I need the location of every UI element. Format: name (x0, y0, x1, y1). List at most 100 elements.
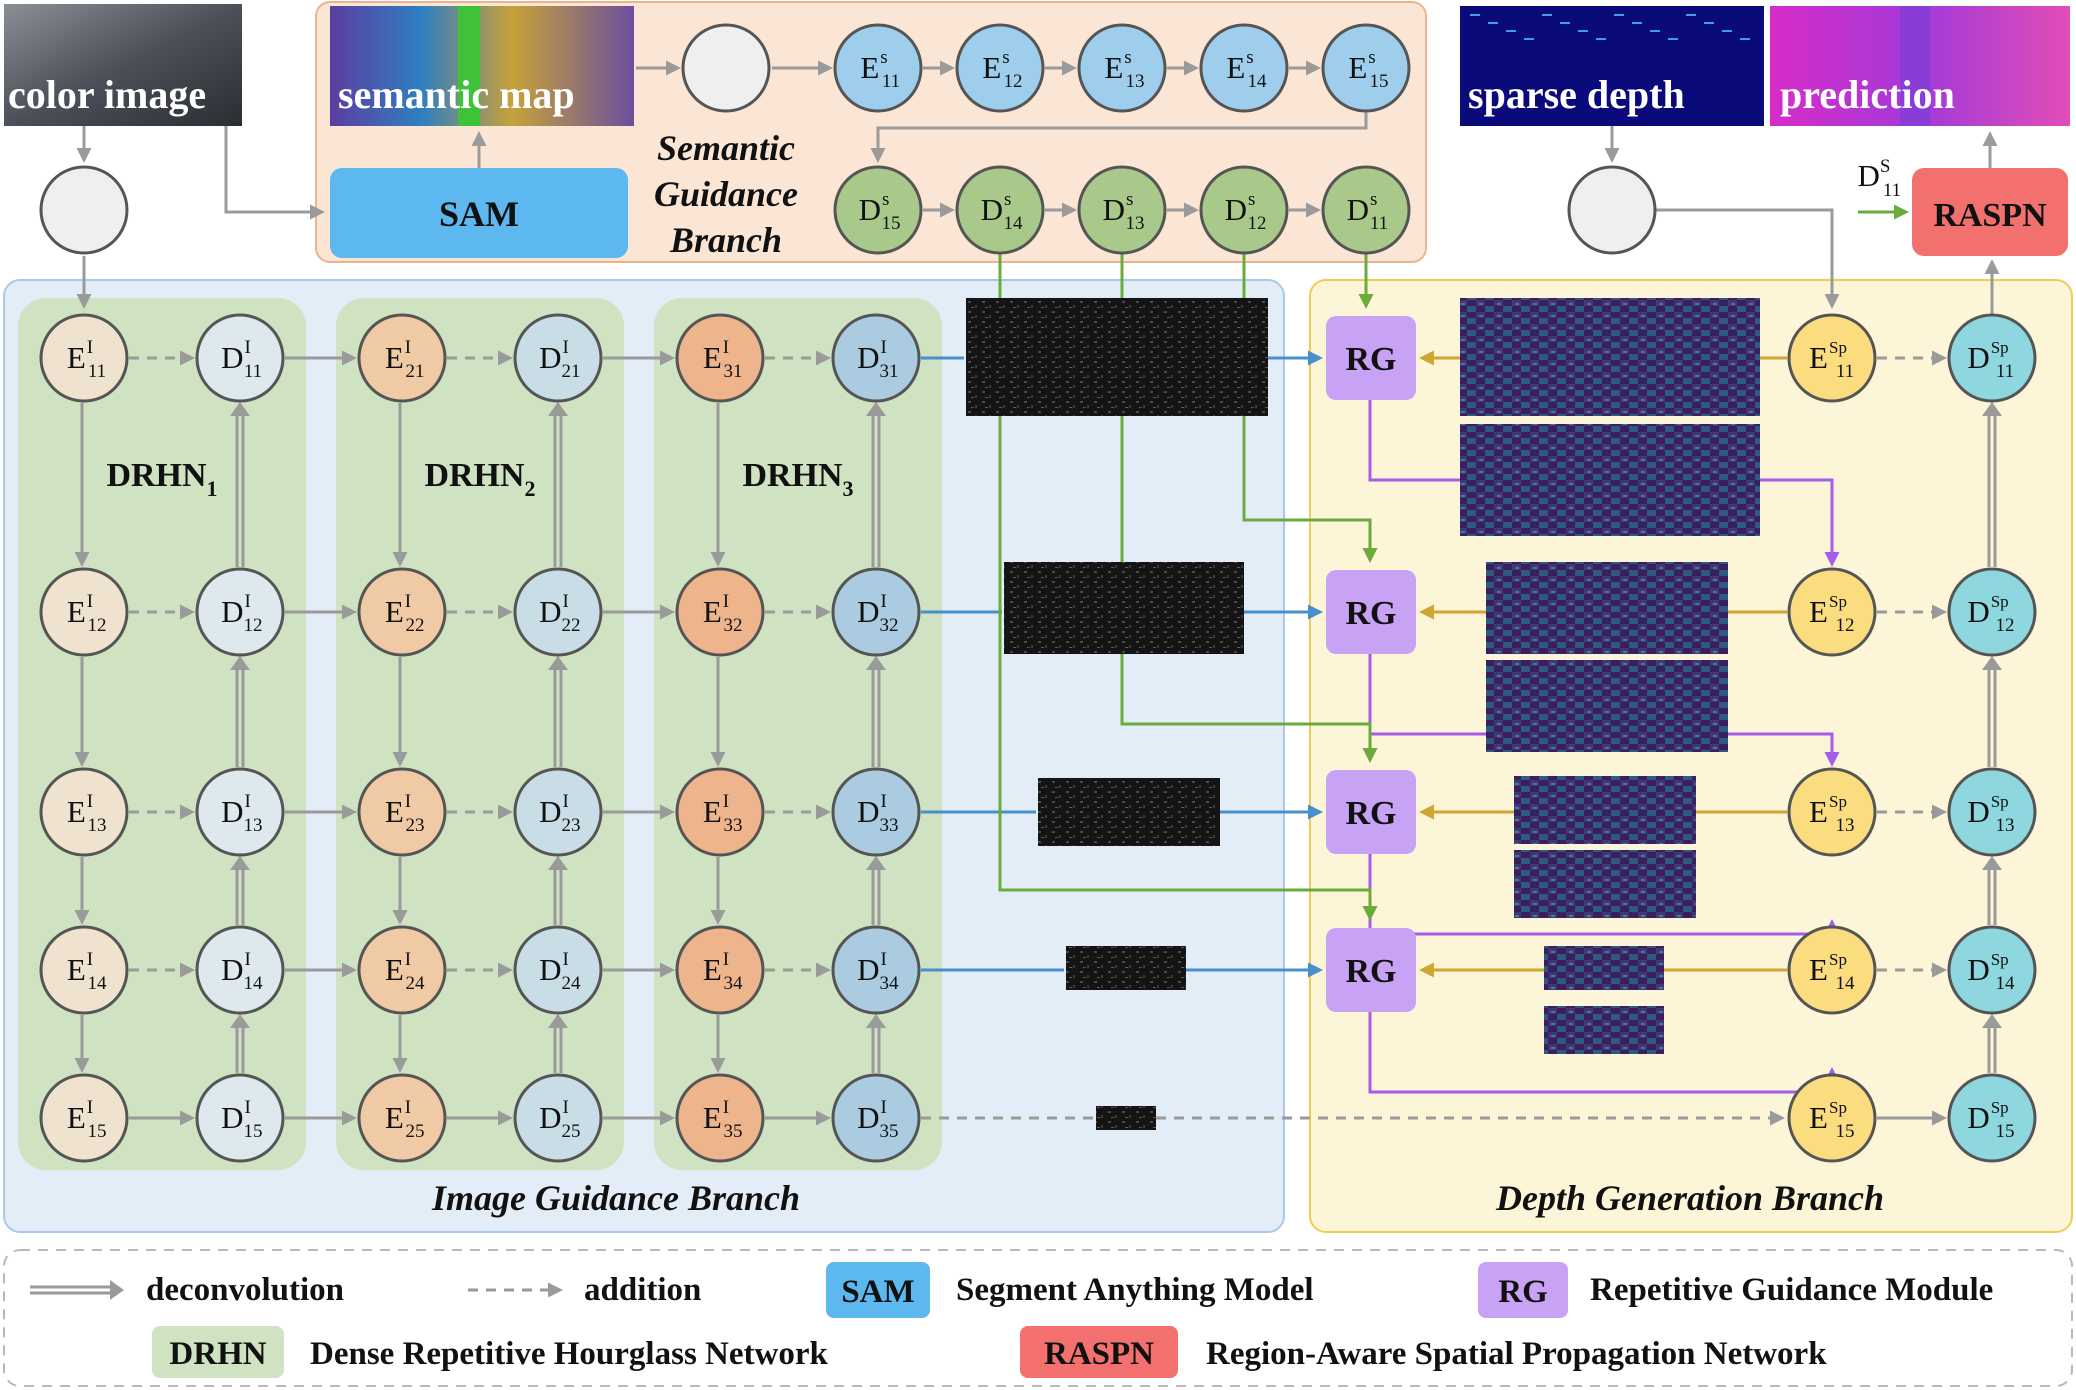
raspn-block[interactable] (1912, 168, 2068, 256)
node-base: E (1809, 340, 1828, 375)
image-decoder-node[interactable] (831, 567, 921, 657)
image-decoder-node[interactable] (513, 925, 603, 1015)
image-decoder-node[interactable] (513, 313, 603, 403)
node-sup: s (1246, 47, 1253, 68)
node-sup: Sp (1991, 950, 2009, 969)
semantic-decoder-node[interactable] (1077, 165, 1167, 255)
guided-feature-map (1460, 424, 1760, 536)
image-encoder-node[interactable] (357, 567, 447, 657)
image-encoder-node[interactable] (39, 767, 129, 857)
node-sup: Sp (1991, 1098, 2009, 1117)
node-sup: s (1002, 47, 1009, 68)
semantic-decoder-node[interactable] (955, 165, 1045, 255)
image-decoder-node[interactable] (513, 767, 603, 857)
image-decoder-node[interactable] (513, 1073, 603, 1163)
legend-deconvolution: deconvolution (146, 1272, 344, 1308)
depth-encoder-node[interactable] (1787, 1073, 1877, 1163)
semantic-decoder-node[interactable] (1199, 165, 1289, 255)
semantic-encoder-node[interactable] (955, 23, 1045, 113)
semantic-encoder-node-text: Es (1348, 47, 1375, 85)
depth-decoder-node[interactable] (1947, 1073, 2037, 1163)
legend-rg-label: RG (1498, 1274, 1548, 1310)
depth-decoder-node[interactable] (1947, 767, 2037, 857)
image-decoder-node-sub: 11 (244, 361, 262, 382)
image-decoder-node[interactable] (831, 925, 921, 1015)
depth-encoder-node[interactable] (1787, 567, 1877, 657)
node-sup: I (405, 591, 411, 612)
semantic-encoder-node[interactable] (1199, 23, 1289, 113)
semantic-encoder-node-sub: 14 (1248, 71, 1268, 92)
node-base: D (1858, 158, 1880, 193)
image-decoder-node[interactable] (195, 1073, 285, 1163)
image-decoder-node[interactable] (195, 925, 285, 1015)
image-encoder-node[interactable] (675, 925, 765, 1015)
semantic-map-image (330, 6, 634, 126)
node-base: D (539, 794, 561, 829)
image-encoder-node[interactable] (39, 925, 129, 1015)
image-encoder-node-sub: 23 (406, 815, 425, 836)
depth-encoder-node[interactable] (1787, 767, 1877, 857)
semantic-decoder-node-sub: 13 (1126, 213, 1145, 234)
image-encoder-node[interactable] (39, 567, 129, 657)
rg-block[interactable] (1326, 928, 1416, 1012)
image-encoder-node[interactable] (357, 767, 447, 857)
depth-decoder-node[interactable] (1947, 925, 2037, 1015)
image-encoder-node[interactable] (675, 567, 765, 657)
node-sup: I (87, 949, 93, 970)
depth-encoder-node[interactable] (1787, 313, 1877, 403)
image-dec-up-edge-head (230, 656, 250, 670)
node-to-depth-enc-edge (1656, 208, 1840, 309)
semantic-encoder-node[interactable] (833, 23, 923, 113)
semantic-input-node[interactable] (681, 23, 771, 113)
image-encoder-node-sub: 31 (724, 361, 743, 382)
image-decoder-node[interactable] (195, 767, 285, 857)
image-encoder-node[interactable] (39, 313, 129, 403)
image-encoder-node[interactable] (675, 767, 765, 857)
semantic-decoder-node[interactable] (1321, 165, 1411, 255)
image-encoder-node[interactable] (675, 313, 765, 403)
image-encoder-node[interactable] (39, 1073, 129, 1163)
node-base: E (703, 1100, 722, 1135)
rg-block[interactable] (1326, 770, 1416, 854)
semantic-decoder-node[interactable] (833, 165, 923, 255)
image-decoder-node[interactable] (831, 767, 921, 857)
image-encoder-node[interactable] (357, 925, 447, 1015)
semantic-decoder-node-text: Ds (981, 189, 1012, 227)
node-sup: I (723, 591, 729, 612)
depth-encoder-node-text: ESp (1809, 592, 1847, 629)
rg-block[interactable] (1326, 570, 1416, 654)
semantic-encoder-node[interactable] (1077, 23, 1167, 113)
image-decoder-node[interactable] (831, 1073, 921, 1163)
image-decoder-node[interactable] (195, 567, 285, 657)
node-base: D (859, 192, 881, 227)
image-encoder-node-sub: 35 (724, 1121, 743, 1142)
image-input-node[interactable] (39, 165, 129, 255)
rg-block[interactable] (1326, 316, 1416, 400)
drhn-name: DRHN (742, 457, 843, 494)
depth-decoder-node-sub: 15 (1996, 1121, 2015, 1142)
semantic-encoder-node[interactable] (1321, 23, 1411, 113)
legend-raspn-label: RASPN (1044, 1336, 1154, 1372)
depth-input-node[interactable] (1567, 165, 1657, 255)
image-decoder-node[interactable] (195, 313, 285, 403)
image-encoder-node[interactable] (675, 1073, 765, 1163)
image-encoder-node[interactable] (357, 1073, 447, 1163)
image-decoder-node[interactable] (513, 567, 603, 657)
semantic-decoder-node-sub: 14 (1004, 213, 1024, 234)
image-encoder-node[interactable] (357, 313, 447, 403)
semantic-map-caption: semantic map (338, 72, 575, 117)
image-decoder-node[interactable] (831, 313, 921, 403)
depth-decoder-node[interactable] (1947, 313, 2037, 403)
node-base: D (857, 794, 879, 829)
depth-decoder-node[interactable] (1947, 567, 2037, 657)
depth-encoder-node[interactable] (1787, 925, 1877, 1015)
drhn-label: DRHN1 (106, 457, 217, 501)
image-encoder-node-text: EI (67, 1097, 93, 1135)
sam-block[interactable] (330, 168, 628, 258)
rg-label: RG (1346, 341, 1397, 378)
